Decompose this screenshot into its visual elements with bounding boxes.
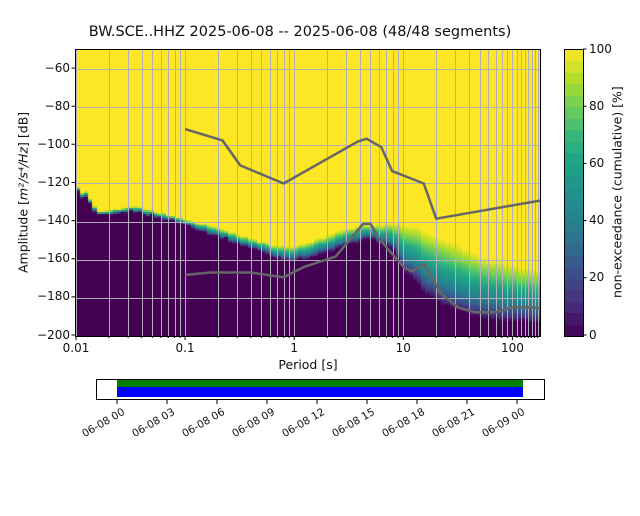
- colorbar-step: [565, 222, 583, 233]
- colorbar-step: [565, 130, 583, 142]
- colorbar-step: [565, 244, 583, 256]
- colorbar-step: [565, 267, 583, 279]
- colorbar-step: [565, 73, 583, 84]
- y-tick-label: −100: [37, 136, 70, 151]
- plot-title: BW.SCE..HHZ 2025-06-08 -- 2025-06-08 (48…: [88, 24, 512, 40]
- colorbar-tick-label: 80: [589, 98, 605, 113]
- colorbar-step: [565, 107, 583, 119]
- colorbar-step: [565, 199, 583, 210]
- x-tick-label: 0.01: [62, 341, 90, 355]
- colorbar-step: [565, 325, 583, 336]
- ppsd-figure: BW.SCE..HHZ 2025-06-08 -- 2025-06-08 (48…: [16, 24, 625, 440]
- colorbar-step: [565, 50, 583, 61]
- colorbar-step: [565, 176, 583, 187]
- colorbar-tick-label: 40: [589, 213, 605, 228]
- colorbar-tick-label: 20: [589, 270, 605, 285]
- colorbar-step: [565, 233, 583, 244]
- colorbar-step: [565, 256, 583, 267]
- grid-and-noise-models: [76, 50, 540, 336]
- timeline-coverage-bar-top: [117, 380, 523, 387]
- colorbar-step: [565, 119, 583, 130]
- colorbar-step: [565, 96, 583, 107]
- nhnm-noise-model-line: [184, 127, 540, 220]
- y-tick-label: −120: [37, 174, 70, 189]
- colorbar-label: non-exceedance (cumulative) [%]: [609, 86, 625, 298]
- x-tick-label: 1: [290, 341, 299, 355]
- y-tick-label: −60: [44, 60, 70, 75]
- colorbar-tick-label: 60: [589, 155, 605, 170]
- y-tick-label: −180: [37, 289, 70, 304]
- colorbar-step: [565, 279, 583, 290]
- timeline-coverage-bar-bottom: [117, 387, 523, 397]
- y-tick-label: −200: [37, 327, 70, 342]
- colorbar-step: [565, 153, 583, 164]
- x-tick-label: 0.1: [175, 341, 195, 355]
- x-tick-label: 100: [500, 341, 524, 355]
- timeline-coverage-box: [96, 379, 545, 400]
- colorbar-step: [565, 210, 583, 222]
- colorbar-step: [565, 142, 583, 153]
- colorbar-tick-label: 100: [589, 41, 612, 56]
- y-tick-label: −140: [37, 213, 70, 228]
- colorbar-tick-label: 0: [589, 327, 597, 342]
- colorbar-step: [565, 84, 583, 96]
- y-tick-label: −160: [37, 251, 70, 266]
- colorbar-step: [565, 164, 583, 176]
- grid-lines: [76, 50, 540, 336]
- colorbar-step: [565, 302, 583, 313]
- plot-area: [75, 49, 541, 337]
- colorbar-step: [565, 313, 583, 325]
- colorbar-step: [565, 61, 583, 73]
- x-axis-label: Period [s]: [278, 357, 338, 372]
- x-tick-label: 10: [395, 341, 411, 355]
- colorbar-step: [565, 290, 583, 302]
- y-tick-label: −80: [44, 98, 70, 113]
- colorbar-step: [565, 187, 583, 199]
- colorbar: [564, 49, 584, 337]
